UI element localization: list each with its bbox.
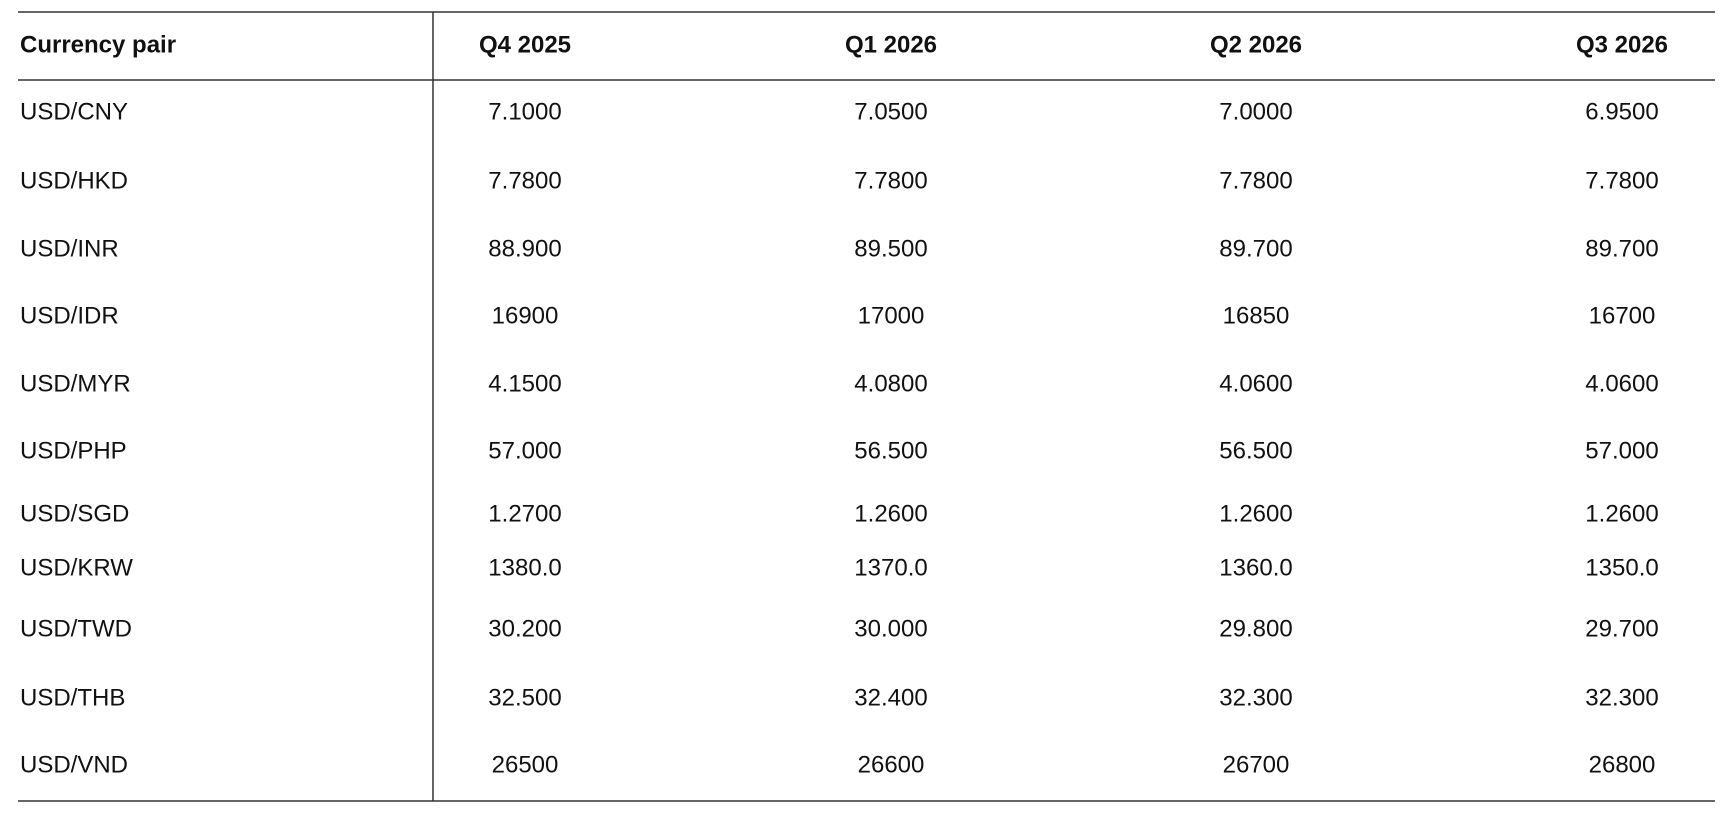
currency-pair: USD/INR (20, 235, 119, 262)
currency-pair: USD/THB (20, 684, 125, 711)
cell-value: 29.700 (1585, 615, 1658, 642)
column-header: Q4 2025 (479, 31, 571, 58)
cell-value: 56.500 (854, 437, 927, 464)
cell-value: 1.2700 (488, 500, 561, 527)
cell-value: 7.0000 (1219, 98, 1292, 125)
cell-value: 57.000 (1585, 437, 1658, 464)
cell-value: 1350.0 (1585, 554, 1658, 581)
cell-value: 16700 (1589, 302, 1656, 329)
currency-pair: USD/KRW (20, 554, 133, 581)
cell-value: 89.500 (854, 235, 927, 262)
cell-value: 32.300 (1219, 684, 1292, 711)
cell-value: 26600 (858, 751, 925, 778)
cell-value: 1.2600 (1219, 500, 1292, 527)
currency-pair: USD/HKD (20, 167, 128, 194)
cell-value: 7.7800 (488, 167, 561, 194)
cell-value: 30.200 (488, 615, 561, 642)
cell-value: 1360.0 (1219, 554, 1292, 581)
currency-pair: USD/MYR (20, 370, 131, 397)
cell-value: 26500 (492, 751, 559, 778)
cell-value: 89.700 (1585, 235, 1658, 262)
cell-value: 26700 (1223, 751, 1290, 778)
currency-pair: USD/PHP (20, 437, 127, 464)
cell-value: 26800 (1589, 751, 1656, 778)
cell-value: 1370.0 (854, 554, 927, 581)
cell-value: 89.700 (1219, 235, 1292, 262)
column-header: Q2 2026 (1210, 31, 1302, 58)
cell-value: 30.000 (854, 615, 927, 642)
currency-pair: USD/TWD (20, 615, 132, 642)
cell-value: 1.2600 (854, 500, 927, 527)
column-header: Q1 2026 (845, 31, 937, 58)
currency-pair: USD/CNY (20, 98, 128, 125)
cell-value: 4.0600 (1219, 370, 1292, 397)
cell-value: 6.9500 (1585, 98, 1658, 125)
cell-value: 7.0500 (854, 98, 927, 125)
cell-value: 88.900 (488, 235, 561, 262)
cell-value: 7.7800 (854, 167, 927, 194)
cell-value: 29.800 (1219, 615, 1292, 642)
column-header: Q3 2026 (1576, 31, 1668, 58)
cell-value: 32.500 (488, 684, 561, 711)
cell-value: 7.1000 (488, 98, 561, 125)
cell-value: 56.500 (1219, 437, 1292, 464)
cell-value: 16900 (492, 302, 559, 329)
cell-value: 17000 (858, 302, 925, 329)
cell-value: 32.400 (854, 684, 927, 711)
cell-value: 32.300 (1585, 684, 1658, 711)
cell-value: 4.0800 (854, 370, 927, 397)
cell-value: 1.2600 (1585, 500, 1658, 527)
row-header-title: Currency pair (20, 31, 176, 58)
cell-value: 4.0600 (1585, 370, 1658, 397)
currency-pair: USD/SGD (20, 500, 129, 527)
cell-value: 7.7800 (1219, 167, 1292, 194)
currency-pair: USD/IDR (20, 302, 119, 329)
cell-value: 7.7800 (1585, 167, 1658, 194)
cell-value: 1380.0 (488, 554, 561, 581)
cell-value: 57.000 (488, 437, 561, 464)
cell-value: 16850 (1223, 302, 1290, 329)
currency-pair: USD/VND (20, 751, 128, 778)
cell-value: 4.1500 (488, 370, 561, 397)
